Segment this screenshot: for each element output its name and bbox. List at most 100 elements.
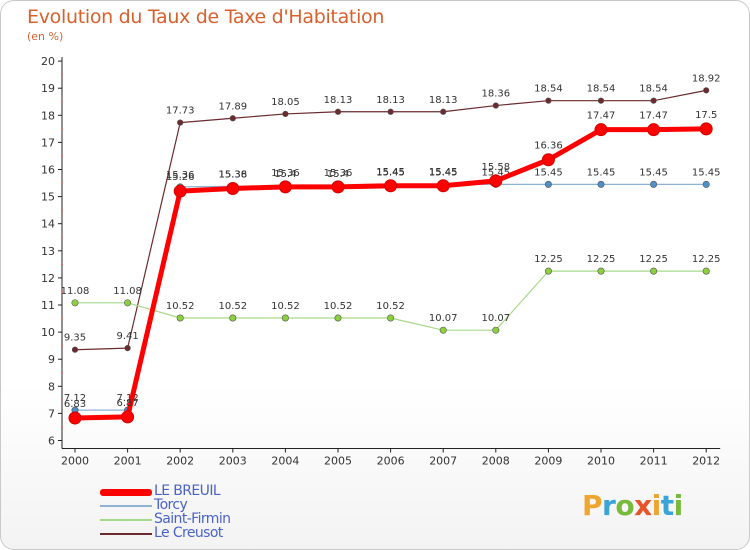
data-label: 10.52 bbox=[324, 301, 353, 312]
data-point bbox=[650, 267, 658, 275]
x-tick-label: 2007 bbox=[429, 455, 457, 468]
legend-item: LE BREUIL bbox=[100, 483, 340, 499]
data-point bbox=[282, 110, 289, 118]
data-label: 10.52 bbox=[376, 301, 405, 312]
legend-label: Saint-Firmin bbox=[154, 511, 231, 527]
data-point bbox=[121, 410, 135, 424]
data-label: 6.87 bbox=[116, 398, 138, 409]
legend-label: LE BREUIL bbox=[154, 483, 221, 499]
data-label: 15.45 bbox=[692, 167, 721, 178]
data-point bbox=[71, 299, 79, 307]
y-tick-label: 15 bbox=[41, 191, 55, 204]
data-label: 15.45 bbox=[376, 167, 405, 178]
y-minor-tick bbox=[61, 100, 63, 103]
y-minor-tick bbox=[61, 344, 63, 347]
data-point bbox=[281, 314, 289, 322]
data-label: 12.25 bbox=[639, 254, 668, 265]
data-point bbox=[124, 299, 132, 307]
data-label: 10.52 bbox=[166, 301, 195, 312]
data-point bbox=[384, 179, 398, 193]
x-tick-label: 2012 bbox=[692, 455, 720, 468]
logo-letter: i bbox=[673, 489, 684, 522]
logo-letter: i bbox=[651, 489, 662, 522]
y-tick-label: 19 bbox=[41, 82, 55, 95]
data-label: 18.92 bbox=[692, 73, 721, 84]
y-minor-tick bbox=[61, 399, 63, 401]
y-tick-label: 8 bbox=[48, 380, 55, 393]
y-tick-label: 7 bbox=[48, 407, 55, 420]
y-tick-label: 16 bbox=[41, 164, 55, 177]
series-layer: 9.35 9.41 17.73 17.89 18.05 18.13 18.13 18.13 18… bbox=[61, 73, 721, 425]
legend-swatch bbox=[100, 519, 152, 521]
data-label: 17.73 bbox=[166, 106, 195, 117]
x-tick-label: 2004 bbox=[271, 455, 299, 468]
data-label: 18.36 bbox=[481, 89, 510, 100]
y-minor-tick bbox=[61, 290, 63, 293]
data-point bbox=[650, 180, 658, 188]
x-tick-label: 2000 bbox=[61, 455, 89, 468]
data-point bbox=[544, 180, 552, 188]
data-label: 15.38 bbox=[218, 169, 247, 180]
logo-letter: x bbox=[634, 489, 652, 522]
legend-item: Torcy bbox=[100, 497, 340, 513]
y-minor-tick bbox=[61, 371, 63, 374]
legend: LE BREUIL Torcy Saint-Firmin Le Creusot bbox=[100, 483, 340, 541]
data-point bbox=[229, 115, 236, 122]
data-point bbox=[703, 87, 710, 94]
data-label: 17.47 bbox=[587, 111, 616, 122]
data-label: 6.83 bbox=[64, 399, 86, 410]
data-point bbox=[597, 97, 605, 104]
data-point bbox=[331, 180, 345, 194]
data-label: 10.07 bbox=[481, 313, 510, 324]
data-label: 11.08 bbox=[61, 286, 90, 297]
chart-title: Evolution du Taux de Taxe d'Habitation bbox=[27, 6, 385, 28]
data-label: 15.45 bbox=[429, 167, 458, 178]
data-point bbox=[597, 267, 605, 275]
data-point bbox=[492, 326, 500, 334]
data-label: 12.25 bbox=[534, 254, 563, 265]
data-label: 15.26 bbox=[166, 172, 195, 183]
y-tick-label: 12 bbox=[41, 272, 55, 285]
data-label: 11.08 bbox=[113, 286, 142, 297]
data-label: 15.36 bbox=[324, 168, 353, 179]
data-label: 18.05 bbox=[271, 97, 300, 108]
data-label: 12.25 bbox=[587, 254, 616, 265]
data-point bbox=[71, 346, 79, 353]
data-label: 9.35 bbox=[64, 333, 86, 344]
data-label: 15.45 bbox=[534, 167, 563, 178]
data-point bbox=[650, 97, 657, 104]
data-label: 18.13 bbox=[376, 95, 405, 106]
data-point bbox=[173, 184, 187, 198]
legend-label: Le Creusot bbox=[154, 525, 223, 541]
y-tick-label: 13 bbox=[41, 245, 55, 258]
data-point bbox=[594, 123, 608, 137]
legend-swatch bbox=[100, 533, 152, 535]
x-tick-label: 2001 bbox=[114, 455, 142, 468]
y-tick-label: 14 bbox=[41, 218, 55, 231]
y-minor-tick bbox=[61, 317, 63, 320]
data-label: 15.45 bbox=[639, 167, 668, 178]
data-point bbox=[597, 180, 605, 188]
y-tick-label: 6 bbox=[48, 435, 55, 448]
data-label: 16.36 bbox=[534, 141, 563, 152]
x-tick-label: 2005 bbox=[324, 455, 352, 468]
x-tick-label: 2008 bbox=[482, 455, 510, 468]
data-point bbox=[387, 314, 395, 322]
legend-swatch bbox=[100, 505, 152, 507]
legend-label: Torcy bbox=[154, 497, 188, 513]
data-label: 10.07 bbox=[429, 313, 458, 324]
data-label: 18.13 bbox=[429, 95, 458, 106]
data-point bbox=[436, 179, 450, 193]
data-point bbox=[699, 122, 713, 136]
logo-letter: r bbox=[602, 489, 616, 522]
y-minor-tick bbox=[61, 209, 63, 211]
data-point bbox=[387, 108, 394, 115]
data-point bbox=[176, 314, 184, 322]
y-minor-tick bbox=[61, 128, 63, 130]
y-tick-label: 10 bbox=[41, 326, 55, 339]
x-tick-label: 2003 bbox=[219, 455, 247, 468]
data-label: 15.58 bbox=[481, 162, 510, 173]
